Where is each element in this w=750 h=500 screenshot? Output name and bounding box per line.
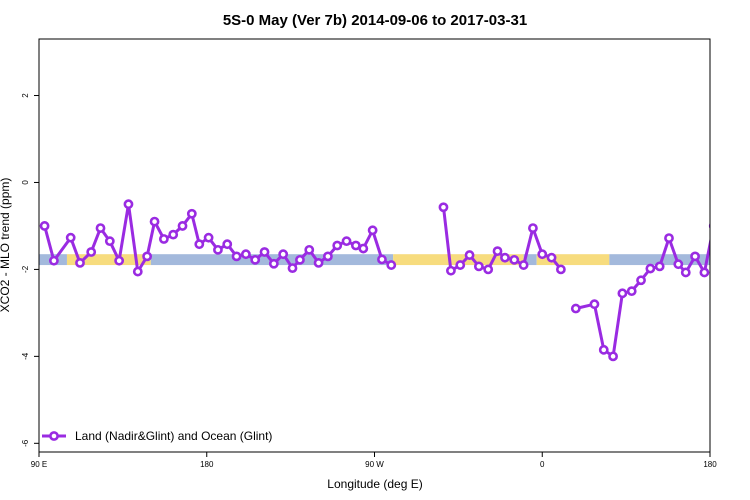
data-point-1-3	[464, 250, 475, 260]
data-point-0-21	[240, 249, 251, 260]
y-tick-label-3: -4	[21, 352, 30, 360]
chart-title: 5S-0 May (Ver 7b) 2014-09-06 to 2017-03-…	[223, 12, 527, 29]
data-point-0-19	[222, 239, 233, 250]
surface-band-land-5	[536, 254, 610, 266]
data-point-0-9	[132, 266, 143, 277]
data-point-0-34	[358, 243, 369, 254]
data-point-0-33	[350, 240, 361, 251]
data-point-0-14	[177, 221, 188, 231]
data-point-1-4	[473, 261, 484, 272]
data-point-0-23	[259, 247, 270, 257]
data-point-2-9	[664, 233, 674, 244]
x-tick-label-4: 180	[703, 460, 717, 469]
data-point-1-10	[528, 223, 538, 234]
data-point-0-17	[203, 232, 214, 243]
data-point-1-2	[455, 260, 466, 270]
data-point-0-32	[341, 236, 352, 247]
data-point-2-6	[636, 275, 646, 286]
x-axis-title: Longitude (deg E)	[327, 477, 422, 491]
data-point-2-1	[589, 299, 600, 310]
data-point-2-16	[729, 234, 736, 241]
data-point-0-26	[287, 263, 298, 274]
data-point-0-8	[123, 199, 134, 210]
data-point-1-8	[509, 254, 520, 265]
data-point-1-1	[446, 265, 456, 276]
data-point-2-7	[645, 263, 656, 274]
y-tick-label-4: -6	[21, 439, 30, 447]
data-point-0-16	[194, 239, 205, 250]
legend: Land (Nadir&Glint) and Ocean (Glint)	[42, 429, 272, 443]
data-point-0-24	[268, 258, 279, 269]
data-point-1-7	[500, 252, 510, 263]
data-point-0-13	[168, 229, 179, 240]
y-tick-label-0: 2	[21, 93, 30, 98]
data-point-0-5	[95, 223, 106, 234]
data-point-2-14	[708, 222, 710, 230]
data-point-0-4	[86, 247, 97, 257]
data-point-0-31	[332, 240, 343, 251]
data-point-0-30	[323, 251, 333, 262]
surface-band-land-1	[66, 254, 151, 266]
data-point-2-4	[617, 288, 628, 299]
legend-label: Land (Nadir&Glint) and Ocean (Glint)	[75, 429, 272, 443]
data-point-0-27	[295, 254, 305, 265]
data-point-2-10	[673, 259, 684, 270]
y-axis-title: XCO2 - MLO trend (ppm)	[0, 178, 12, 313]
data-point-0-35	[367, 225, 378, 236]
x-tick-label-2: 90 W	[365, 460, 384, 469]
x-tick-label-0: 90 E	[31, 460, 47, 469]
data-point-0-2	[65, 232, 76, 243]
data-point-2-11	[680, 267, 691, 278]
data-point-1-13	[555, 264, 566, 275]
data-point-0-6	[104, 236, 115, 247]
series-layer	[39, 199, 745, 362]
data-point-0-0	[39, 221, 50, 231]
data-point-2-13	[699, 267, 710, 278]
data-point-0-7	[114, 255, 125, 266]
data-point-1-11	[537, 249, 548, 260]
data-point-0-28	[304, 244, 315, 255]
data-point-2-5	[626, 286, 637, 297]
x-tick-label-3: 0	[540, 460, 545, 469]
surface-band-ocean-6	[609, 254, 710, 266]
data-point-0-10	[142, 251, 153, 262]
surface-band-ocean-4	[523, 254, 537, 266]
data-point-0-18	[213, 244, 223, 255]
data-point-0-22	[250, 254, 261, 265]
surface-band-land-3	[393, 254, 524, 266]
y-tick-label-1: 0	[21, 180, 30, 185]
series-line-0-2	[575, 236, 710, 358]
data-point-2-3	[608, 351, 618, 362]
data-point-0-15	[186, 208, 197, 219]
data-point-0-1	[49, 255, 59, 266]
data-point-0-12	[158, 234, 169, 244]
plot-frame	[38, 38, 711, 453]
x-tick-label-1: 180	[200, 460, 214, 469]
data-point-2-0	[570, 303, 581, 314]
data-point-0-20	[231, 251, 242, 262]
data-point-2-12	[690, 251, 700, 262]
data-point-1-12	[546, 252, 557, 263]
data-point-0-29	[313, 257, 324, 268]
data-point-0-3	[75, 257, 85, 268]
data-point-0-37	[386, 260, 397, 270]
data-point-0-11	[149, 216, 160, 227]
data-point-1-5	[483, 264, 494, 275]
y-tick-label-2: -2	[21, 265, 30, 273]
legend-marker	[49, 431, 59, 441]
data-point-2-15	[719, 259, 726, 266]
data-point-2-2	[598, 344, 609, 355]
data-point-0-36	[377, 254, 387, 265]
data-point-1-6	[492, 246, 503, 257]
data-point-0-25	[278, 249, 289, 260]
data-point-1-9	[518, 260, 529, 270]
data-point-2-8	[654, 261, 665, 272]
data-point-2-17	[738, 259, 745, 266]
data-point-1-0	[438, 202, 449, 213]
axes: 90 E 180 90 W 0 180 2 0 -2 -4 -6	[21, 93, 717, 469]
